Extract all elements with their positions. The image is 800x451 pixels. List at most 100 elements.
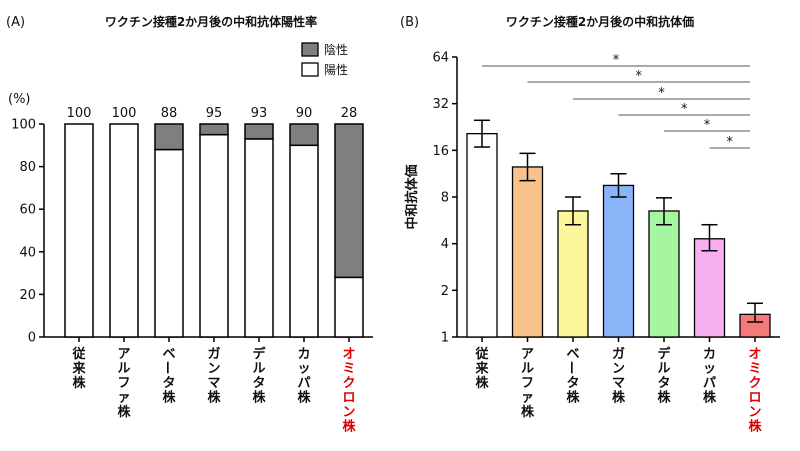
x-tick-label-char: タ <box>252 376 265 391</box>
y-tick-label: 60 <box>19 203 36 218</box>
panel-a-plot: 020406080100100従来株100アルファ株88ベ—タ株95ガンマ株93… <box>11 42 373 435</box>
significance-star: * <box>681 102 688 117</box>
x-tick-label-char: デ <box>252 346 266 362</box>
bar <box>602 184 635 338</box>
y-tick-label: 40 <box>19 245 36 260</box>
x-tick-label-char: カ <box>703 347 716 362</box>
x-tick-label-char: カ <box>297 347 310 362</box>
bar <box>511 166 544 338</box>
x-tick-label-char: 株 <box>162 390 176 406</box>
x-tick-label: 従来株 <box>474 346 489 391</box>
x-tick-label-char: デ <box>657 346 671 362</box>
x-tick-label: 従来株 <box>71 346 86 391</box>
significance-star: * <box>636 69 643 84</box>
x-tick-label-char: ア <box>521 347 534 362</box>
data-label: 95 <box>206 106 223 121</box>
x-tick-label-char: — <box>564 361 579 374</box>
x-tick-label-char: ク <box>748 376 761 391</box>
y-tick-label: 16 <box>432 144 449 159</box>
x-tick-label-char: オ <box>748 347 761 362</box>
x-tick-label-char: 株 <box>252 390 266 406</box>
bar <box>466 132 498 338</box>
bar <box>557 210 589 338</box>
panel-a-label: (A) <box>6 15 25 30</box>
bar-negative <box>244 123 274 140</box>
x-tick-label-char: ロ <box>342 391 355 406</box>
x-tick-label-char: フ <box>117 376 130 391</box>
x-tick-label-char: 株 <box>342 419 356 435</box>
y-tick-label: 0 <box>28 331 36 346</box>
x-tick-label-char: ッ <box>297 362 310 377</box>
bar <box>693 238 726 338</box>
x-tick-label-char: ロ <box>748 391 761 406</box>
data-label: 93 <box>251 106 268 121</box>
x-tick-label-char: ミ <box>342 362 355 377</box>
x-tick-label-char: ル <box>521 362 534 377</box>
x-tick-label-char: ア <box>117 347 130 362</box>
x-tick-label-char: タ <box>162 376 175 391</box>
x-tick-label-char: 従 <box>71 346 85 362</box>
x-tick-label-char: マ <box>612 376 625 391</box>
x-tick-label-char: 株 <box>703 390 717 406</box>
x-tick-label-char: ガ <box>207 347 220 362</box>
bar-positive <box>199 133 229 338</box>
y-tick-label: 1 <box>441 331 449 346</box>
x-tick-label-char: オ <box>342 347 355 362</box>
x-tick-label-char: ァ <box>117 391 130 406</box>
y-tick-label: 20 <box>19 288 36 303</box>
x-tick-label-char: ッ <box>703 362 716 377</box>
x-tick-label-char: 来 <box>71 361 86 377</box>
data-label: 100 <box>67 106 92 121</box>
panel-b-plot: 1248163264従来株アルファ株ベ—タ株ガンマ株デルタ株カッパ株オミクロン株… <box>432 51 780 435</box>
y-tick-label: 8 <box>441 191 449 206</box>
x-tick-label: ベ— タ株 <box>564 347 580 406</box>
bar-positive <box>154 148 184 338</box>
bar-positive <box>109 123 139 338</box>
bar-negative <box>334 123 364 279</box>
significance-star: * <box>658 86 665 101</box>
x-tick-label-char: — <box>160 361 175 374</box>
x-tick-label-char: ル <box>117 362 130 377</box>
x-tick-label-char: タ <box>657 376 670 391</box>
x-tick-label-char: ベ <box>162 347 175 362</box>
x-tick-label-char: フ <box>521 376 534 391</box>
data-label: 28 <box>341 106 358 121</box>
y-tick-label: 4 <box>441 237 449 252</box>
x-tick-label-char: ミ <box>748 362 761 377</box>
x-tick-label-char: パ <box>703 376 716 391</box>
data-label: 100 <box>112 106 137 121</box>
x-tick-label-char: 従 <box>474 346 488 362</box>
significance-star: * <box>704 118 711 133</box>
data-label: 88 <box>161 106 178 121</box>
bar-negative <box>199 123 229 136</box>
x-tick-label-char: 株 <box>566 390 580 406</box>
y-tick-label: 64 <box>432 51 449 66</box>
x-tick-label-char: ベ <box>566 347 579 362</box>
x-tick-label-char: マ <box>207 376 220 391</box>
x-tick-label-char: 来 <box>474 361 489 377</box>
x-tick-label-char: パ <box>297 376 310 391</box>
x-tick-label-char: タ <box>566 376 579 391</box>
x-tick-label-char: 株 <box>748 419 762 435</box>
legend-swatch <box>301 62 319 77</box>
x-tick-label-char: 株 <box>72 375 86 391</box>
y-tick-label: 100 <box>11 118 36 133</box>
x-tick-label-char: 株 <box>117 404 131 420</box>
panel-a-title: ワクチン接種2か月後の中和抗体陽性率 <box>105 14 317 29</box>
legend-swatch <box>301 42 319 57</box>
bar <box>648 210 680 338</box>
x-tick-label-char: 株 <box>521 404 535 420</box>
x-tick-label-char: ク <box>342 376 355 391</box>
x-tick-label-char: ル <box>657 362 670 377</box>
x-tick-label-char: ン <box>342 405 355 420</box>
x-tick-label-char: ン <box>612 362 625 377</box>
x-tick-label: ベ— タ株 <box>160 347 176 406</box>
